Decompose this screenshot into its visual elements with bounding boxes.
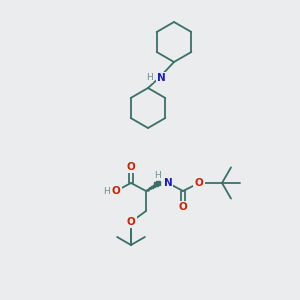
Text: O: O <box>127 162 135 172</box>
Text: H: H <box>146 74 153 82</box>
Text: O: O <box>178 202 188 212</box>
Text: H: H <box>103 187 110 196</box>
Text: H: H <box>154 171 161 180</box>
Text: O: O <box>127 217 135 227</box>
Text: N: N <box>164 178 173 188</box>
Text: N: N <box>157 73 166 83</box>
Text: O: O <box>112 186 120 196</box>
Text: O: O <box>195 178 203 188</box>
